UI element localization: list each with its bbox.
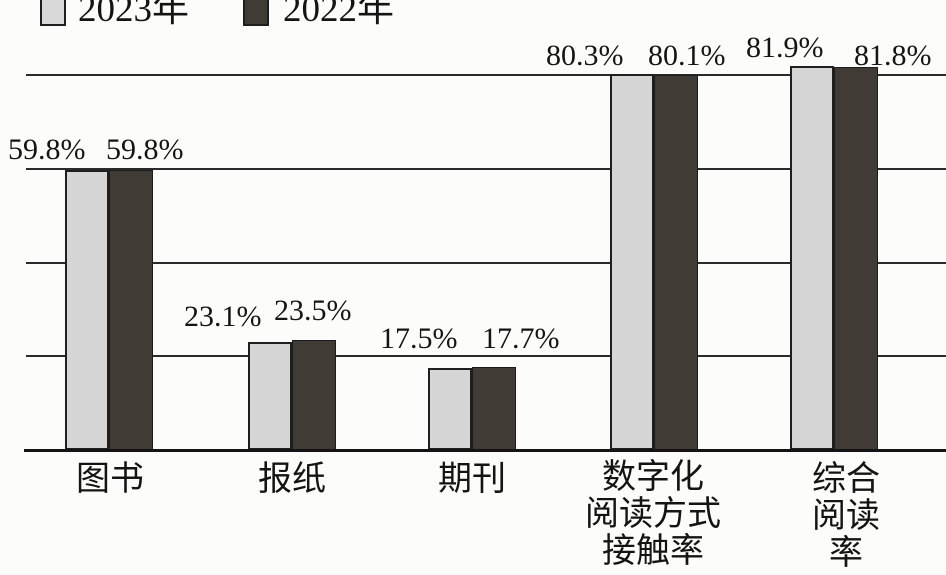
bar-2023年-4	[610, 74, 654, 450]
bar-2022年-5	[834, 67, 878, 450]
bar-2023年-5	[790, 66, 834, 450]
bar-2023年-2	[248, 342, 292, 450]
x-axis-line	[24, 449, 946, 452]
value-label-2-2023年: 23.1%	[184, 300, 262, 333]
category-label-3: 期刊	[438, 461, 506, 498]
legend-label-2022: 2022年	[283, 0, 394, 30]
bar-2022年-4	[654, 75, 698, 450]
value-label-5-2023年: 81.9%	[746, 31, 824, 64]
category-label-5: 综合阅读率	[812, 461, 880, 572]
bar-2023年-1	[65, 170, 109, 450]
bar-2022年-3	[472, 367, 516, 450]
legend-swatch-2022-icon	[243, 0, 269, 26]
bar-2022年-1	[109, 170, 153, 450]
value-label-4-2023年: 80.3%	[546, 39, 624, 72]
gridline-40pct	[26, 261, 946, 264]
legend-swatch-2023-icon	[40, 0, 66, 26]
legend-label-2023: 2023年	[78, 0, 189, 30]
value-label-1-2023年: 59.8%	[8, 133, 86, 166]
value-label-3-2022年: 17.7%	[482, 322, 560, 355]
value-label-5-2022年: 81.8%	[854, 39, 932, 72]
gridline-80pct	[26, 74, 946, 76]
gridline-20pct	[26, 355, 946, 358]
category-label-4: 数字化 阅读方式 接触率	[585, 459, 721, 570]
value-label-4-2022年: 80.1%	[648, 39, 726, 72]
category-label-1: 图书	[76, 461, 144, 498]
bar-2022年-2	[292, 340, 336, 450]
value-label-1-2022年: 59.8%	[106, 133, 184, 166]
value-label-2-2022年: 23.5%	[274, 294, 352, 327]
category-label-2: 报纸	[258, 461, 326, 498]
bar-2023年-3	[428, 368, 472, 450]
gridline-60pct	[26, 167, 946, 170]
value-label-3-2023年: 17.5%	[380, 322, 458, 355]
